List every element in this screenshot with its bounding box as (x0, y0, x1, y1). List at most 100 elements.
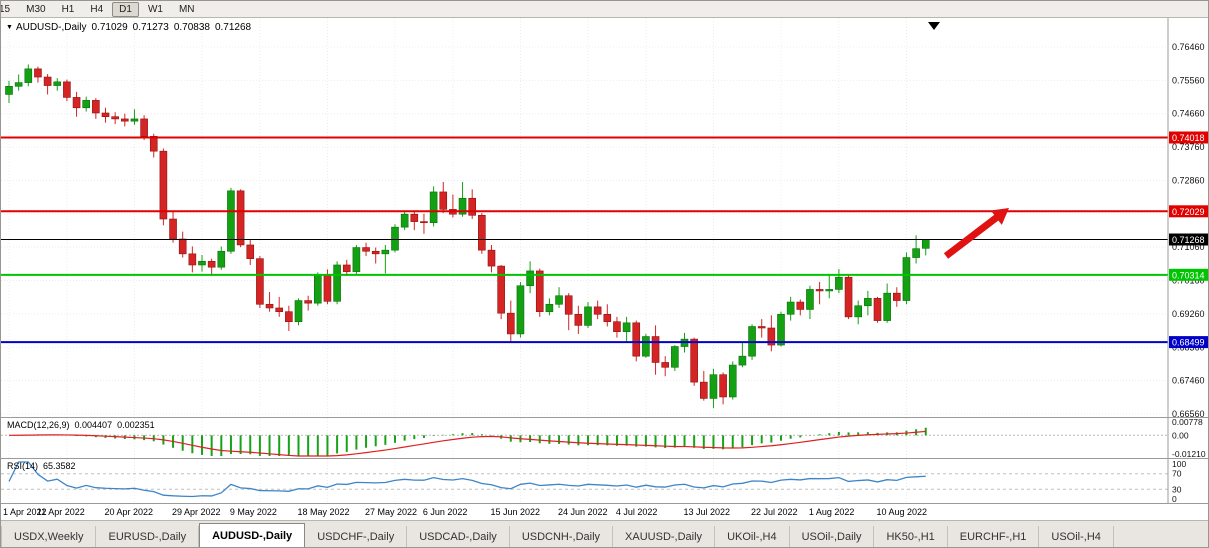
candle (728, 364, 737, 398)
ohlc-low: 0.70838 (173, 22, 210, 33)
candle (72, 97, 81, 109)
svg-text:0.00778: 0.00778 (1172, 418, 1203, 427)
candle (391, 226, 399, 251)
candle (198, 260, 206, 266)
trend-arrow[interactable] (943, 208, 1009, 259)
date-tick-label: 1 Aug 2022 (808, 507, 855, 517)
candle (603, 313, 612, 322)
timeframe-button-mn[interactable]: MN (178, 3, 195, 15)
candle (352, 247, 361, 272)
candle (835, 276, 843, 290)
candle (671, 346, 679, 368)
candle (439, 191, 448, 210)
candle (786, 301, 795, 315)
candle (709, 374, 718, 399)
svg-text:0.66560: 0.66560 (1172, 409, 1205, 418)
candle (159, 150, 168, 220)
tab-audusd-daily[interactable]: AUDUSD-,Daily (199, 523, 306, 547)
tab-usdx-weekly[interactable]: USDX,Weekly (1, 526, 97, 547)
candle (92, 100, 100, 114)
macd-panel[interactable]: 0.00778 0.00 -0.01210 MACD(12,26,9) 0.00440… (1, 418, 1208, 459)
candle (902, 257, 911, 301)
candle (333, 264, 341, 302)
candle (864, 298, 872, 307)
candle (381, 249, 390, 255)
candle (613, 321, 621, 333)
timeframe-button-d1[interactable]: D1 (112, 1, 139, 17)
candle (371, 250, 380, 255)
tab-hk50-h1[interactable]: HK50-,H1 (874, 526, 948, 547)
candle (516, 285, 525, 335)
timeframe-button-h4[interactable]: H4 (90, 3, 104, 15)
tab-usdcnh-daily[interactable]: USDCNH-,Daily (510, 526, 614, 547)
candle (429, 191, 438, 224)
candle (661, 362, 670, 368)
candle (294, 300, 303, 322)
macd-canvas: 0.00778 0.00 -0.01210 (1, 418, 1208, 459)
candle (207, 260, 216, 268)
candle (806, 289, 814, 310)
candle (362, 247, 370, 252)
vertical-gridlines (8, 18, 907, 417)
macd-signal-value: 0.002351 (117, 420, 155, 430)
macd-signal-line (8, 430, 926, 457)
candle (690, 338, 698, 383)
candle (642, 336, 650, 357)
timeframe-toolbar: 15 M30 H1 H4 D1 W1 MN (1, 1, 1208, 18)
tab-xauusd-daily[interactable]: XAUUSD-,Daily (613, 526, 716, 547)
candle (651, 336, 660, 363)
tab-ukoil-h4[interactable]: UKOil-,H4 (715, 526, 790, 547)
date-tick-label: 13 Jul 2022 (683, 507, 730, 517)
svg-text:0.75560: 0.75560 (1172, 75, 1205, 85)
candle (53, 81, 62, 86)
svg-text:0: 0 (1172, 494, 1177, 504)
svg-text:0.70314: 0.70314 (1172, 270, 1205, 280)
candle (584, 306, 592, 326)
date-tick-label: 29 Apr 2022 (172, 507, 221, 517)
svg-text:0.67460: 0.67460 (1172, 376, 1205, 386)
svg-text:0.74660: 0.74660 (1172, 109, 1205, 119)
macd-histogram (17, 427, 927, 456)
timeframe-button-w1[interactable]: W1 (147, 3, 163, 15)
timeframe-button-15[interactable]: 15 (1, 3, 11, 15)
date-tick-label: 10 Aug 2022 (876, 507, 927, 517)
candle (101, 112, 110, 117)
candle (796, 301, 805, 310)
macd-label: MACD(12,26,9) 0.004407 0.002351 (7, 420, 160, 430)
candle (767, 327, 776, 346)
ohlc-high: 0.71273 (132, 22, 169, 33)
candle (265, 303, 274, 309)
tab-eurchf-h1[interactable]: EURCHF-,H1 (948, 526, 1040, 547)
candle (757, 326, 766, 329)
price-tag: 0.72029 (1169, 205, 1208, 218)
tab-eurusd-daily[interactable]: EURUSD-,Daily (96, 526, 200, 547)
main-chart[interactable]: ▼ AUDUSD-,Daily 0.71029 0.71273 0.70838 0.712… (1, 18, 1209, 418)
date-tick-label: 15 Jun 2022 (490, 507, 540, 517)
candle (246, 244, 255, 259)
date-tick-label: 6 Jun 2022 (422, 507, 468, 517)
candle (699, 381, 708, 399)
rsi-panel[interactable]: 100 70 30 0 RSI(14) 65.3582 (1, 459, 1208, 504)
svg-text:70: 70 (1172, 469, 1182, 479)
candle (738, 355, 747, 366)
date-tick-label: 22 Jul 2022 (751, 507, 798, 517)
candle (323, 275, 332, 302)
price-tag: 0.74018 (1169, 131, 1208, 144)
tab-usdchf-daily[interactable]: USDCHF-,Daily (305, 526, 408, 547)
svg-text:0.68499: 0.68499 (1172, 338, 1205, 348)
candle (478, 215, 486, 251)
svg-text:100: 100 (1172, 459, 1186, 469)
candlestick-chart-canvas[interactable]: 0.764600.755600.746600.737600.728600.719… (1, 18, 1209, 418)
svg-text:0.71060: 0.71060 (1172, 242, 1205, 252)
candle (342, 264, 351, 272)
candle (777, 313, 785, 346)
timeframe-button-h1[interactable]: H1 (61, 3, 75, 15)
tab-usoil-daily[interactable]: USOil-,Daily (790, 526, 875, 547)
chart-symbol-label: AUDUSD-,Daily (15, 22, 87, 33)
timeframe-button-m30[interactable]: M30 (26, 3, 46, 15)
rsi-label: RSI(14) 65.3582 (7, 461, 81, 471)
tab-usoil-h4[interactable]: USOil-,H4 (1039, 526, 1114, 547)
price-tag: 0.71268 (1169, 233, 1208, 246)
tab-usdcad-daily[interactable]: USDCAD-,Daily (407, 526, 510, 547)
